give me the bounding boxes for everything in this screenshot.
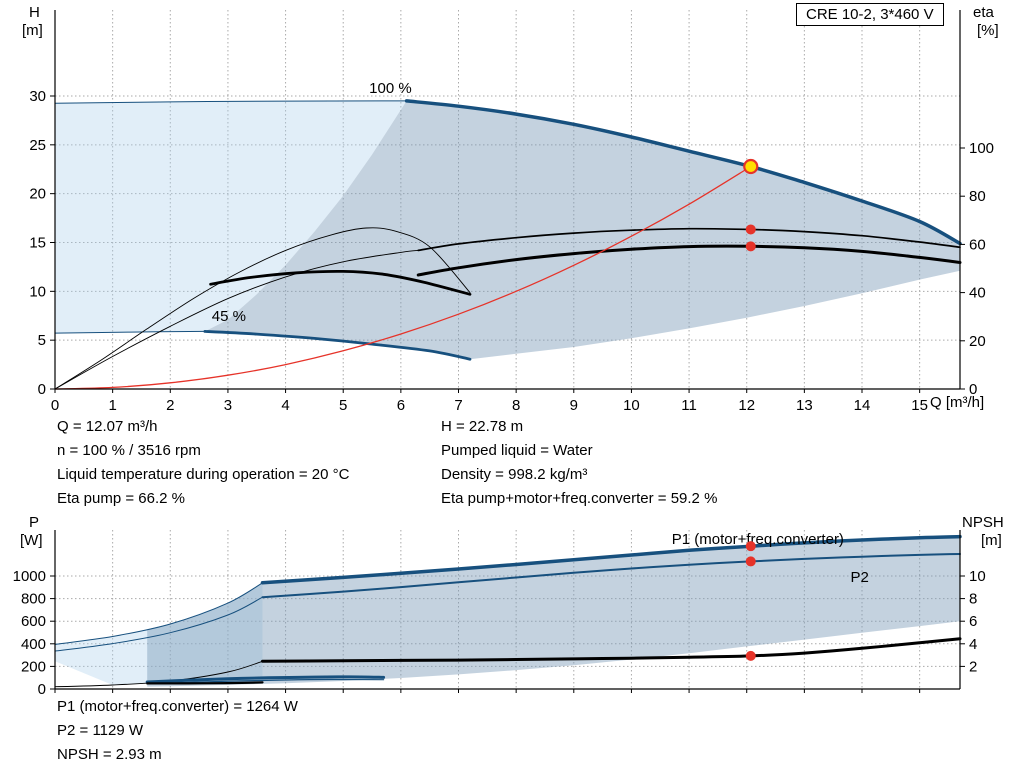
- pump-curve-100-ext: [54, 100, 408, 104]
- npsh-curve-45: [146, 681, 264, 685]
- eta-pump-45: [54, 227, 471, 390]
- npsh-axis-label: NPSH: [962, 514, 1004, 531]
- info-liquid: Pumped liquid = Water: [441, 442, 593, 459]
- pump-name-box: CRE 10-2, 3*460 V: [796, 3, 944, 26]
- x-tick-label: 9: [570, 397, 578, 414]
- eta-axis-unit: [%]: [977, 22, 999, 39]
- low-speed-area: [55, 100, 407, 334]
- info-eta-pump: Eta pump = 66.2 %: [57, 490, 185, 507]
- info-p2: P2 = 1129 W: [57, 722, 144, 739]
- info-h: H = 22.78 m: [441, 418, 524, 435]
- y-right-tick-label: 4: [969, 636, 977, 653]
- npsh-curve: [261, 637, 962, 663]
- eta-pump-100: [417, 227, 961, 252]
- y-right-tick-label: 0: [969, 381, 977, 398]
- pump-curve-45: [203, 330, 472, 361]
- x-tick-label: 7: [454, 397, 462, 414]
- x-tick-label: 12: [738, 397, 755, 414]
- duty-point[interactable]: [743, 158, 759, 175]
- x-tick-label: 2: [166, 397, 174, 414]
- q-axis-label: Q [m³/h]: [930, 394, 985, 411]
- y-left-tick-label: 0: [38, 381, 46, 398]
- p2-curve: [261, 553, 961, 599]
- p1-curve-45: [145, 675, 386, 684]
- x-tick-label: 11: [681, 397, 697, 414]
- y-left-tick-label: 15: [29, 234, 46, 251]
- x-tick-label: 1: [108, 397, 116, 414]
- pump-curve-45-ext: [54, 330, 206, 334]
- info-p1: P1 (motor+freq.converter) = 1264 W: [57, 698, 298, 715]
- p-axis-label: P: [29, 514, 40, 531]
- y-right-tick-label: 6: [969, 613, 977, 630]
- y-right-tick-label: 40: [969, 285, 986, 302]
- system-curve: [54, 165, 752, 390]
- eta-pump-100-ext: [54, 249, 419, 390]
- p1-curve-ext: [54, 582, 263, 645]
- x-tick-label: 14: [854, 397, 871, 414]
- eta-pump-point: [745, 224, 756, 235]
- pump-curve-100: [404, 99, 962, 246]
- x-tick-label: 6: [397, 397, 405, 414]
- h-axis-unit: [m]: [22, 22, 43, 39]
- y-right-tick-label: 20: [969, 333, 986, 350]
- y-left-tick-label: 20: [29, 186, 46, 203]
- info-eta-total: Eta pump+motor+freq.converter = 59.2 %: [441, 490, 718, 507]
- info-temperature: Liquid temperature during operation = 20…: [57, 466, 350, 483]
- y-right-tick-label: 10: [969, 568, 986, 585]
- p1-point: [745, 541, 756, 552]
- x-tick-label: 15: [911, 397, 928, 414]
- h-axis-label: H: [29, 4, 40, 21]
- p2-curve-ext: [54, 596, 263, 652]
- y-right-tick-label: 80: [969, 188, 986, 205]
- y-left-tick-label: 800: [21, 591, 46, 608]
- p-axis-unit: [W]: [20, 532, 43, 549]
- allowed-operating-area: [204, 100, 960, 360]
- y-left-tick-label: 1000: [13, 568, 46, 585]
- y-left-tick-label: 30: [29, 88, 46, 105]
- x-tick-label: 5: [339, 397, 347, 414]
- power-low-speed-area: [55, 583, 263, 685]
- x-tick-label: 0: [51, 397, 59, 414]
- power-operating-area: [147, 536, 960, 687]
- curve-label: 100 %: [369, 80, 412, 97]
- eta-total-45: [209, 269, 472, 296]
- y-right-tick-label: 100: [969, 140, 994, 157]
- y-left-tick-label: 400: [21, 636, 46, 653]
- x-tick-label: 8: [512, 397, 520, 414]
- y-left-tick-label: 10: [29, 283, 46, 300]
- npsh-point: [745, 650, 756, 661]
- curve-label: 45 %: [212, 308, 246, 325]
- y-right-tick-label: 2: [969, 658, 977, 675]
- eta-axis-label: eta: [973, 4, 994, 21]
- eta-total-point: [745, 241, 756, 252]
- x-tick-label: 3: [224, 397, 232, 414]
- curve-label: P1 (motor+freq.converter): [672, 531, 844, 548]
- info-density: Density = 998.2 kg/m³: [441, 466, 588, 483]
- x-tick-label: 13: [796, 397, 813, 414]
- x-tick-label: 4: [281, 397, 289, 414]
- p1-curve: [260, 534, 962, 585]
- y-left-tick-label: 0: [38, 681, 46, 698]
- info-npsh: NPSH = 2.93 m: [57, 746, 162, 763]
- x-tick-label: 10: [623, 397, 640, 414]
- p2-point: [745, 556, 756, 567]
- y-right-tick-label: 60: [969, 236, 986, 253]
- y-right-tick-label: 8: [969, 591, 977, 608]
- y-left-tick-label: 5: [38, 332, 46, 349]
- npsh-axis-unit: [m]: [981, 532, 1002, 549]
- y-left-tick-label: 200: [21, 658, 46, 675]
- info-speed: n = 100 % / 3516 rpm: [57, 442, 201, 459]
- eta-total-100: [416, 244, 962, 277]
- y-left-tick-label: 600: [21, 613, 46, 630]
- curve-label: P2: [850, 569, 868, 586]
- y-left-tick-label: 25: [29, 137, 46, 154]
- info-q: Q = 12.07 m³/h: [57, 418, 158, 435]
